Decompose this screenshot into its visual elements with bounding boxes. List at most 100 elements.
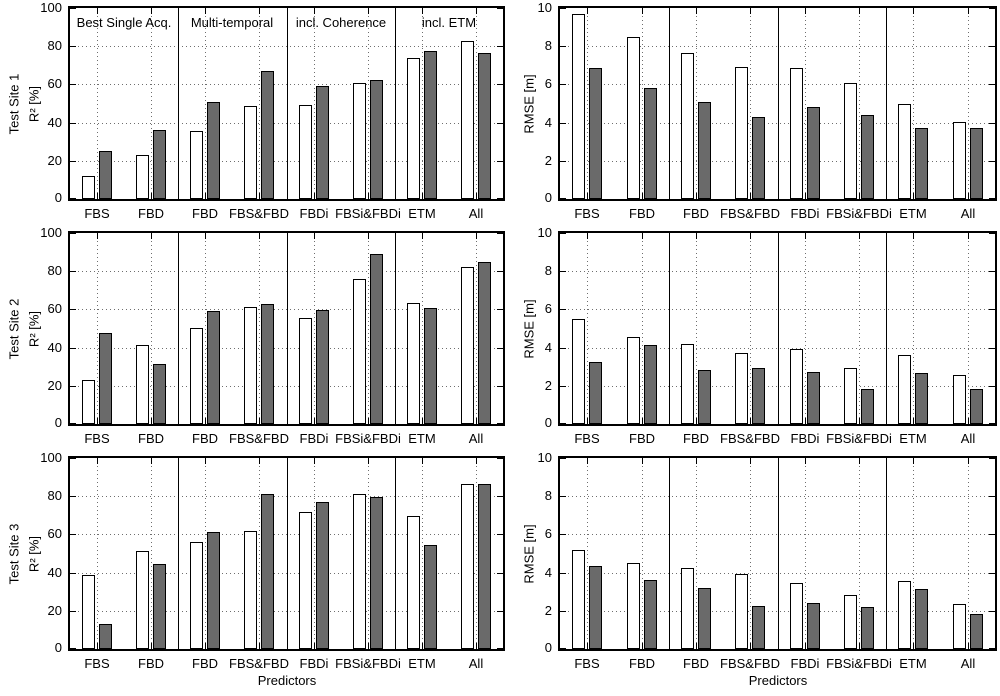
y-tick-right	[989, 271, 995, 272]
v-gridline	[368, 458, 369, 649]
y-axis-label: R² [%]	[26, 310, 42, 348]
bar-white	[136, 345, 149, 424]
h-gridline	[70, 496, 503, 497]
group-divider-line	[178, 233, 179, 424]
x-tick-label: FBS&FBD	[720, 656, 780, 671]
y-tick-right	[989, 161, 995, 162]
bar-white	[353, 279, 366, 424]
x-tick-top	[476, 233, 477, 239]
y-tick-right	[497, 161, 503, 162]
x-tick-label: FBSi&FBDi	[826, 206, 892, 221]
bar-gray	[915, 373, 928, 424]
v-gridline	[422, 233, 423, 424]
bar-gray	[478, 53, 491, 199]
x-tick-label: FBS	[574, 431, 600, 446]
y-tick-right	[989, 496, 995, 497]
y-tick-left	[560, 271, 566, 272]
h-gridline	[560, 573, 995, 574]
x-tick-top	[151, 458, 152, 464]
x-tick-label: FBS&FBD	[229, 206, 289, 221]
bar-white	[82, 176, 95, 199]
v-gridline	[259, 8, 260, 199]
bar-gray	[752, 368, 765, 424]
x-tick-top	[913, 458, 914, 464]
bar-gray	[316, 86, 329, 199]
y-tick-label: 6	[544, 526, 552, 541]
y-tick-left	[70, 233, 76, 234]
y-tick-label: 4	[544, 565, 552, 580]
bar-gray	[316, 502, 329, 649]
x-tick-bottom	[151, 643, 152, 649]
bar-white	[953, 604, 966, 649]
bar-white	[572, 319, 585, 424]
bar-gray	[370, 497, 383, 649]
h-gridline	[560, 611, 995, 612]
h-gridline	[70, 84, 503, 85]
v-gridline	[642, 233, 643, 424]
y-tick-label: 60	[47, 76, 62, 91]
v-gridline	[151, 458, 152, 649]
x-tick-top	[476, 8, 477, 14]
v-gridline	[805, 233, 806, 424]
v-gridline	[859, 458, 860, 649]
bar-white	[353, 494, 366, 649]
v-gridline	[968, 458, 969, 649]
v-gridline	[368, 8, 369, 199]
x-tick-label: FBD	[138, 431, 164, 446]
group-divider-line	[395, 8, 396, 199]
bar-white	[681, 568, 694, 649]
v-gridline	[259, 233, 260, 424]
y-tick-right	[989, 309, 995, 310]
bar-gray	[698, 370, 711, 424]
y-tick-label: 2	[544, 378, 552, 393]
bar-gray	[207, 102, 220, 199]
x-tick-top	[750, 458, 751, 464]
v-gridline	[97, 233, 98, 424]
y-tick-right	[989, 573, 995, 574]
x-tick-bottom	[151, 418, 152, 424]
bar-gray	[861, 607, 874, 649]
x-tick-bottom	[314, 193, 315, 199]
x-tick-label: FBD	[192, 431, 218, 446]
x-tick-top	[368, 458, 369, 464]
h-gridline	[70, 534, 503, 535]
bar-white	[353, 83, 366, 199]
v-gridline	[314, 233, 315, 424]
x-tick-top	[368, 8, 369, 14]
y-tick-label: 0	[54, 640, 62, 655]
x-tick-top	[968, 8, 969, 14]
x-tick-label: FBS	[84, 656, 110, 671]
y-tick-right	[497, 8, 503, 9]
bar-white	[844, 368, 857, 424]
x-tick-label: All	[468, 431, 484, 446]
y-tick-right	[497, 534, 503, 535]
v-gridline	[696, 233, 697, 424]
y-tick-left	[70, 496, 76, 497]
x-tick-bottom	[314, 418, 315, 424]
bar-gray	[99, 333, 112, 424]
x-tick-label: FBD	[138, 206, 164, 221]
x-tick-label: FBS	[574, 206, 600, 221]
y-tick-right	[497, 271, 503, 272]
y-axis-label: RMSE [m]	[521, 524, 537, 584]
v-gridline	[859, 8, 860, 199]
v-gridline	[476, 233, 477, 424]
y-tick-left	[560, 84, 566, 85]
v-gridline	[314, 458, 315, 649]
x-tick-label: FBS&FBD	[229, 431, 289, 446]
x-tick-top	[97, 458, 98, 464]
bar-white	[407, 303, 420, 424]
v-gridline	[913, 8, 914, 199]
bar-white	[735, 67, 748, 199]
x-tick-bottom	[696, 193, 697, 199]
y-tick-right	[497, 648, 503, 649]
x-tick-top	[368, 233, 369, 239]
y-tick-left	[70, 46, 76, 47]
bar-white	[461, 484, 474, 649]
v-gridline	[968, 233, 969, 424]
y-tick-left	[70, 611, 76, 612]
x-tick-label: FBDi	[299, 431, 329, 446]
y-tick-right	[989, 348, 995, 349]
bar-white	[461, 267, 474, 424]
y-tick-right	[989, 84, 995, 85]
